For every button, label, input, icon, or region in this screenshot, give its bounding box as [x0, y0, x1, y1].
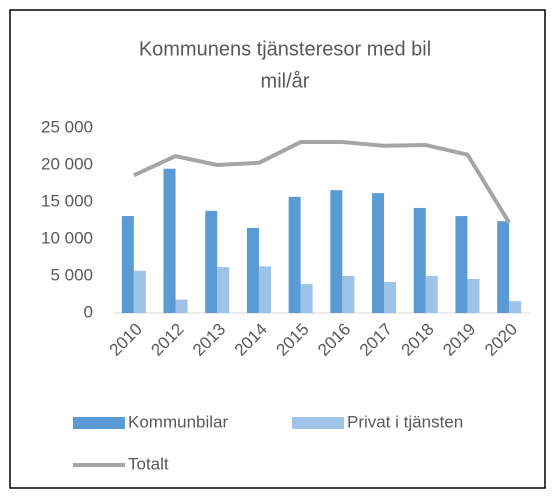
bar — [205, 210, 218, 313]
y-tick-label: 20 000 — [41, 154, 93, 173]
bar — [342, 276, 355, 313]
y-tick-label: 15 000 — [41, 191, 93, 210]
y-tick-label: 0 — [84, 302, 93, 321]
legend-swatch — [73, 417, 125, 429]
bar — [330, 190, 343, 313]
line — [133, 140, 511, 224]
bar — [217, 267, 230, 313]
y-tick-label: 10 000 — [41, 228, 93, 247]
bar — [509, 301, 522, 313]
y-tick-label: 25 000 — [41, 117, 93, 136]
legend-label: Totalt — [128, 454, 169, 473]
bar — [175, 299, 188, 313]
bar — [455, 216, 468, 313]
bar — [425, 276, 438, 313]
bar — [413, 207, 426, 313]
chart-title: Kommunens tjänsteresor med bil — [139, 38, 431, 60]
bar — [258, 266, 271, 313]
legend-label: Kommunbilar — [128, 412, 228, 431]
bar — [467, 278, 480, 313]
legend-label: Privat i tjänsten — [347, 412, 463, 431]
bar — [288, 196, 301, 313]
bar — [384, 281, 397, 313]
bar — [497, 221, 510, 313]
bar — [163, 168, 176, 313]
bar — [133, 270, 146, 313]
bar — [121, 216, 134, 313]
y-tick-label: 5 000 — [50, 265, 93, 284]
bar — [372, 193, 385, 313]
legend-swatch — [292, 417, 344, 429]
bar — [246, 227, 259, 313]
chart-subtitle: mil/år — [261, 70, 310, 92]
bar — [300, 284, 313, 313]
